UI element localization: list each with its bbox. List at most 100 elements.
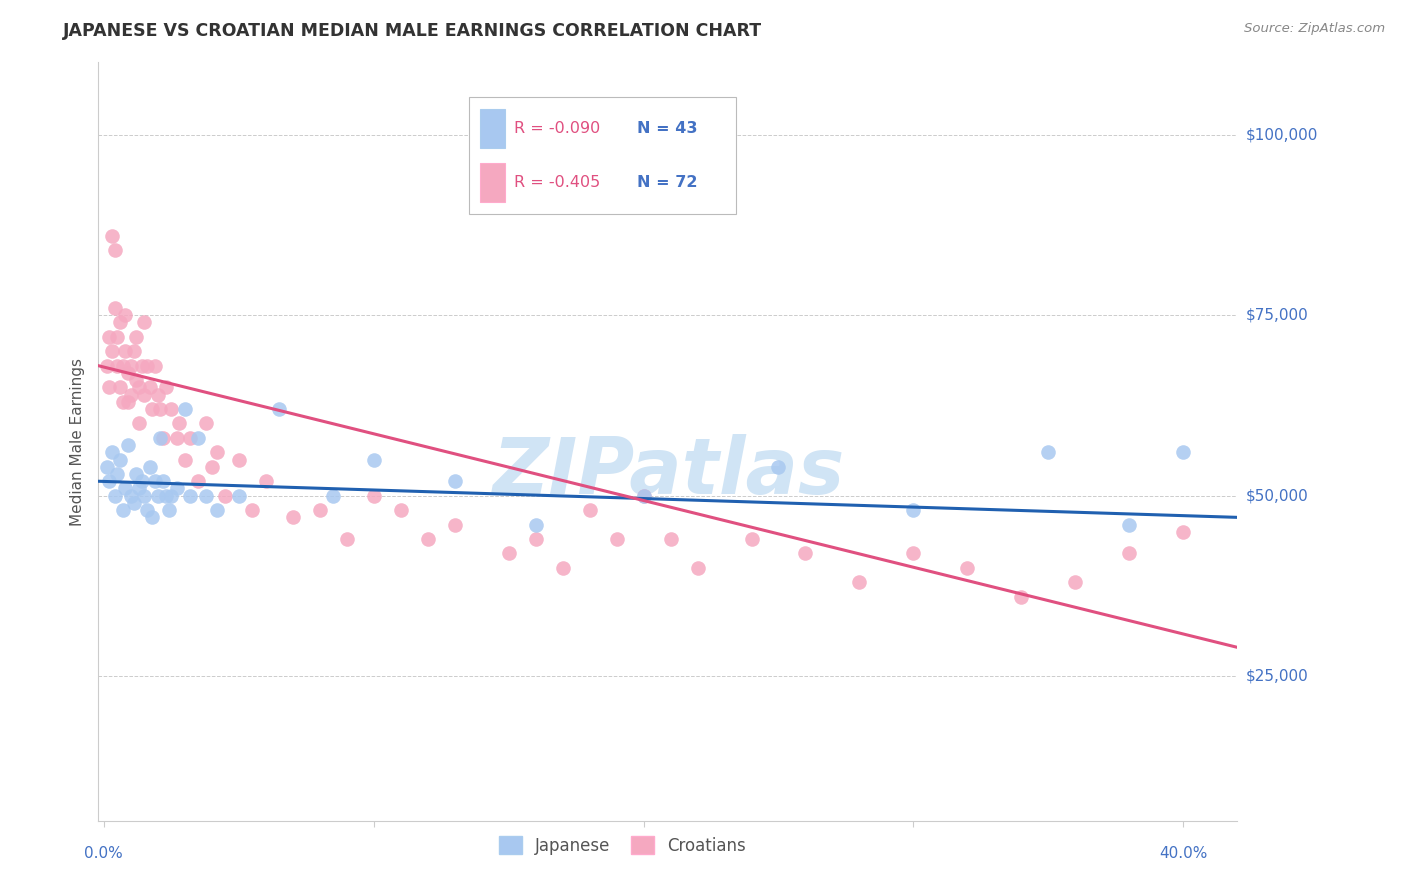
Point xyxy=(141,402,163,417)
Point xyxy=(117,438,139,452)
Point xyxy=(166,482,188,496)
Point xyxy=(179,489,201,503)
Point xyxy=(363,489,385,503)
Point xyxy=(443,517,465,532)
Point xyxy=(125,467,148,481)
Point xyxy=(794,546,817,560)
Point xyxy=(201,459,224,474)
Point xyxy=(98,330,121,344)
Point xyxy=(136,503,159,517)
Text: R = -0.090: R = -0.090 xyxy=(515,121,600,136)
Point xyxy=(104,489,127,503)
Point xyxy=(254,475,277,489)
Point xyxy=(1173,445,1195,459)
Point xyxy=(136,359,159,373)
Point xyxy=(117,394,139,409)
Point xyxy=(128,482,150,496)
Point xyxy=(138,380,160,394)
Point xyxy=(741,532,763,546)
Point xyxy=(105,330,128,344)
Point xyxy=(111,394,134,409)
Point xyxy=(240,503,263,517)
Point xyxy=(104,243,127,257)
Point xyxy=(848,575,870,590)
Point xyxy=(659,532,682,546)
Point xyxy=(157,503,180,517)
Text: N = 72: N = 72 xyxy=(637,175,697,190)
Point xyxy=(104,301,127,315)
Point xyxy=(269,402,291,417)
Point xyxy=(195,417,218,431)
Point xyxy=(205,445,228,459)
Point xyxy=(105,467,128,481)
Text: R = -0.405: R = -0.405 xyxy=(515,175,600,190)
Point xyxy=(108,452,131,467)
Point xyxy=(551,561,574,575)
Point xyxy=(149,402,172,417)
Point xyxy=(498,546,520,560)
Point xyxy=(633,489,655,503)
Point xyxy=(114,482,136,496)
Point xyxy=(363,452,385,467)
FancyBboxPatch shape xyxy=(479,109,505,148)
Point xyxy=(134,315,156,329)
Point xyxy=(105,359,128,373)
Point xyxy=(524,517,547,532)
Point xyxy=(205,503,228,517)
Point xyxy=(155,489,177,503)
Point xyxy=(108,380,131,394)
Point xyxy=(131,359,153,373)
Point xyxy=(1038,445,1060,459)
Point xyxy=(768,459,790,474)
Point xyxy=(956,561,979,575)
Text: $100,000: $100,000 xyxy=(1246,128,1317,142)
Text: $25,000: $25,000 xyxy=(1246,669,1309,684)
Point xyxy=(125,373,148,387)
Legend: Japanese, Croatians: Japanese, Croatians xyxy=(492,830,752,862)
Point xyxy=(111,359,134,373)
Point xyxy=(152,475,174,489)
Point xyxy=(122,496,145,510)
Point xyxy=(1173,524,1195,539)
Point xyxy=(101,445,124,459)
Point xyxy=(146,489,169,503)
Point xyxy=(134,489,156,503)
Point xyxy=(187,431,209,445)
Point xyxy=(416,532,439,546)
Point xyxy=(1010,590,1032,604)
Point xyxy=(128,417,150,431)
Point xyxy=(336,532,359,546)
Point xyxy=(308,503,330,517)
Point xyxy=(322,489,344,503)
Point xyxy=(122,344,145,359)
Point xyxy=(389,503,412,517)
Point xyxy=(143,359,166,373)
Point xyxy=(101,228,124,243)
Point xyxy=(606,532,628,546)
Text: 0.0%: 0.0% xyxy=(84,846,124,861)
Point xyxy=(524,532,547,546)
Point xyxy=(117,366,139,380)
Text: JAPANESE VS CROATIAN MEDIAN MALE EARNINGS CORRELATION CHART: JAPANESE VS CROATIAN MEDIAN MALE EARNING… xyxy=(63,22,762,40)
Point xyxy=(146,387,169,401)
Point xyxy=(98,380,121,394)
Point xyxy=(173,452,195,467)
Point xyxy=(98,475,121,489)
Point xyxy=(179,431,201,445)
Point xyxy=(686,561,709,575)
Point xyxy=(1118,546,1140,560)
Point xyxy=(141,510,163,524)
Point xyxy=(173,402,195,417)
Text: Source: ZipAtlas.com: Source: ZipAtlas.com xyxy=(1244,22,1385,36)
Text: $75,000: $75,000 xyxy=(1246,308,1309,323)
Point xyxy=(143,475,166,489)
Point xyxy=(281,510,304,524)
Point xyxy=(152,431,174,445)
Point xyxy=(169,417,191,431)
Y-axis label: Median Male Earnings: Median Male Earnings xyxy=(70,358,86,525)
Point xyxy=(633,489,655,503)
Point xyxy=(114,344,136,359)
FancyBboxPatch shape xyxy=(479,162,505,202)
Text: $50,000: $50,000 xyxy=(1246,488,1309,503)
Point xyxy=(160,489,183,503)
